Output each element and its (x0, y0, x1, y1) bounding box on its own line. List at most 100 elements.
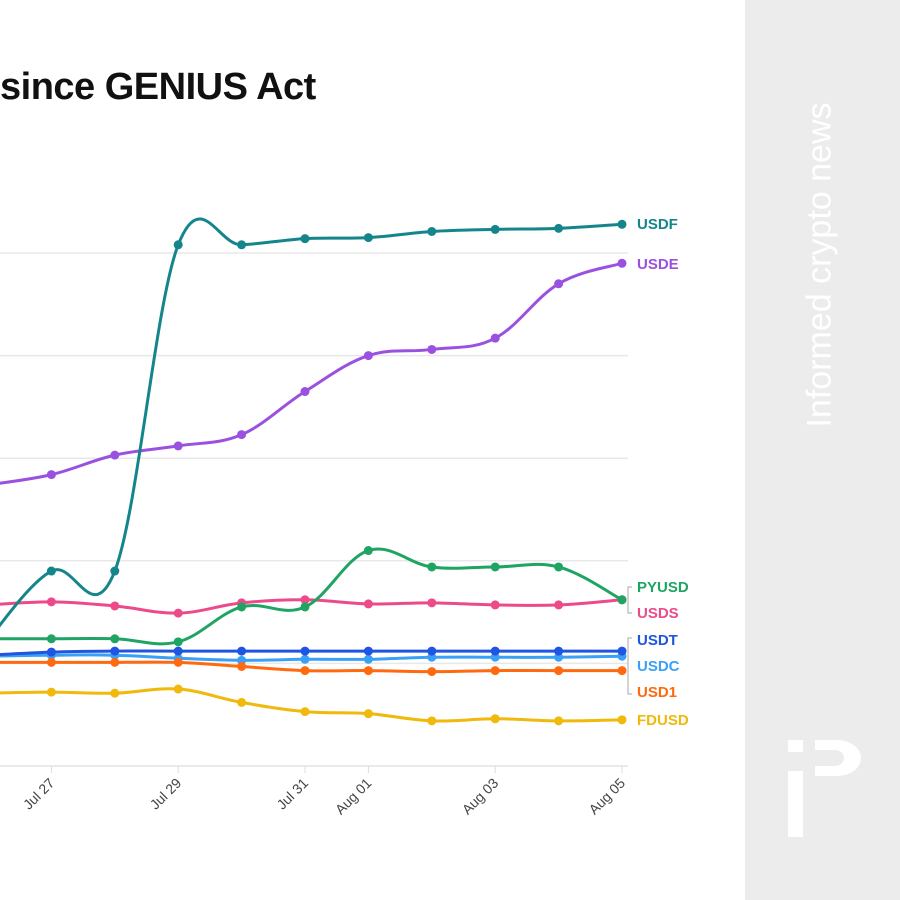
data-point (237, 661, 247, 671)
data-point (237, 602, 247, 612)
data-point (46, 470, 56, 480)
data-point (237, 240, 247, 250)
data-point (300, 666, 310, 676)
data-point (554, 666, 564, 676)
data-point (427, 598, 437, 608)
data-point (554, 223, 564, 233)
data-point (617, 666, 627, 676)
data-point (363, 546, 373, 556)
data-point (237, 655, 247, 665)
series-label: USD1 (637, 684, 677, 701)
series-line (0, 547, 623, 646)
series-usde: USDE (0, 256, 679, 485)
data-point (554, 716, 564, 726)
x-tick-label: Aug 05 (585, 775, 628, 818)
data-point (46, 647, 56, 657)
data-point (110, 688, 120, 698)
data-point (46, 634, 56, 644)
series-line (0, 261, 623, 485)
chart-title: since GENIUS Act (0, 66, 316, 108)
data-point (237, 697, 247, 707)
data-point (173, 646, 183, 656)
data-point (490, 224, 500, 234)
data-point (363, 599, 373, 609)
series-usds: USDS (0, 595, 679, 622)
data-point (300, 654, 310, 664)
data-point (173, 637, 183, 647)
data-point (363, 666, 373, 676)
series-label: USDE (637, 256, 679, 273)
data-point (363, 233, 373, 243)
data-point (490, 333, 500, 343)
data-point (427, 667, 437, 677)
data-point (110, 450, 120, 460)
data-point (427, 646, 437, 656)
data-point (237, 646, 247, 656)
data-point (300, 234, 310, 244)
data-point (490, 714, 500, 724)
data-point (554, 600, 564, 610)
x-tick-label: Aug 01 (332, 775, 375, 818)
data-point (173, 441, 183, 451)
data-point (300, 602, 310, 612)
data-point (554, 646, 564, 656)
series-usdt: USDT (0, 632, 678, 657)
data-point (110, 634, 120, 644)
data-point (46, 657, 56, 667)
data-point (110, 566, 120, 576)
data-point (173, 608, 183, 618)
data-point (617, 715, 627, 725)
brand-tagline: Informed crypto news (800, 102, 839, 428)
data-point (490, 562, 500, 572)
data-point (427, 226, 437, 236)
data-point (490, 652, 500, 662)
brand-logo-icon (788, 740, 861, 837)
data-point (617, 646, 627, 656)
series-usdf: USDF (0, 216, 678, 628)
data-point (300, 387, 310, 397)
series-fdusd: FDUSD (0, 684, 689, 729)
data-point (363, 709, 373, 719)
series-label: FDUSD (637, 712, 689, 729)
series-line (0, 217, 623, 628)
data-point (363, 351, 373, 361)
data-point (427, 562, 437, 572)
data-point (300, 707, 310, 717)
data-point (490, 666, 500, 676)
data-point (617, 219, 627, 229)
data-point (110, 657, 120, 667)
series-usd1: USD1 (0, 657, 677, 701)
series-label: PYUSD (637, 579, 689, 596)
data-point (173, 240, 183, 250)
data-point (46, 597, 56, 607)
x-tick-label: Jul 29 (147, 775, 185, 813)
data-point (554, 652, 564, 662)
data-point (300, 646, 310, 656)
series-pyusd: PYUSD (0, 546, 689, 647)
data-point (427, 652, 437, 662)
data-point (173, 684, 183, 694)
series-line (0, 653, 623, 662)
series-line (0, 687, 623, 723)
data-point (363, 646, 373, 656)
series-label: USDC (637, 658, 680, 675)
x-tick-label: Jul 31 (273, 775, 311, 813)
data-point (300, 595, 310, 605)
data-point (617, 258, 627, 268)
x-tick-label: Jul 27 (20, 775, 58, 813)
data-point (427, 716, 437, 726)
data-point (490, 600, 500, 610)
data-point (110, 601, 120, 611)
data-point (490, 646, 500, 656)
label-bracket (627, 586, 632, 614)
data-point (110, 646, 120, 656)
label-bracket (627, 637, 632, 695)
series-label: USDS (637, 605, 679, 622)
data-point (427, 344, 437, 354)
x-tick-label: Aug 03 (459, 775, 502, 818)
brand-panel (745, 0, 900, 900)
series-label: USDF (637, 216, 678, 233)
series-label: USDT (637, 632, 678, 649)
data-point (363, 654, 373, 664)
data-point (617, 595, 627, 605)
